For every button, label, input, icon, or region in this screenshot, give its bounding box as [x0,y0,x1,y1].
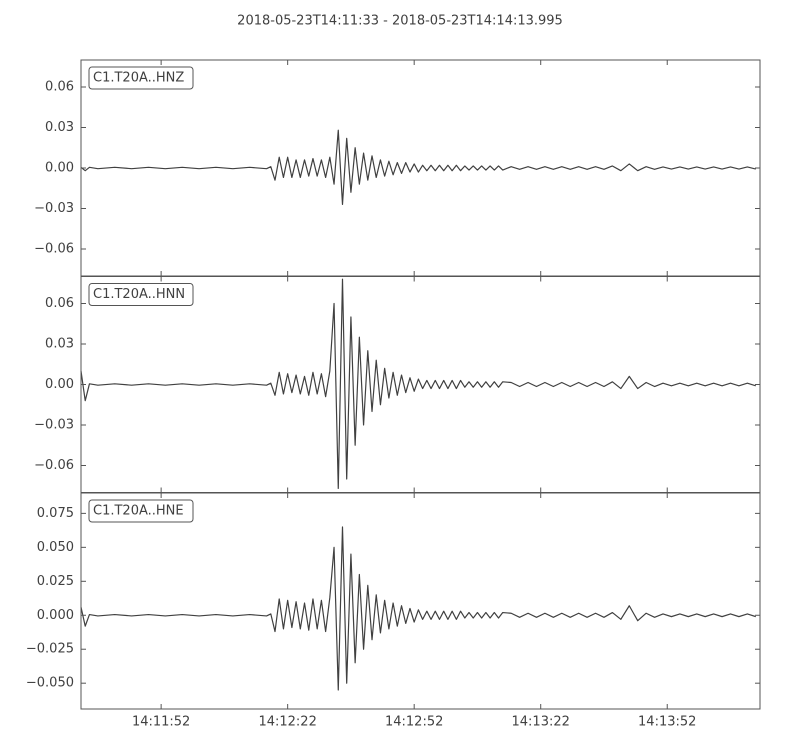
y-tick-label: −0.03 [34,201,74,216]
y-tick-label: 0.025 [37,574,74,589]
waveform [80,278,756,490]
x-tick-label: 14:11:52 [132,715,190,730]
x-tick-label: 14:12:52 [385,715,443,730]
x-tick-label: 14:13:22 [512,715,570,730]
y-tick-label: 0.03 [45,120,74,135]
x-tick-label: 14:13:52 [638,715,696,730]
y-tick-label: 0.075 [37,506,74,521]
y-tick-label: 0.050 [37,540,74,555]
y-tick-label: 0.06 [45,296,74,311]
chart-title: 2018-05-23T14:11:33 - 2018-05-23T14:14:1… [237,14,563,29]
trace-label: C1.T20A..HNZ [93,71,184,86]
x-tick-label: 14:12:22 [258,715,316,730]
y-tick-label: 0.00 [45,377,74,392]
y-tick-label: 0.000 [37,608,74,623]
y-tick-label: −0.06 [34,242,74,257]
trace-label: C1.T20A..HNN [93,287,185,302]
trace-label-box [88,499,194,523]
trace-label-box [88,66,194,90]
waveform [80,129,756,206]
y-tick-label: −0.06 [34,458,74,473]
y-tick-label: 0.03 [45,337,74,352]
axes-frame [80,492,761,710]
trace-label-box [88,283,194,306]
waveform [80,526,756,691]
y-tick-label: −0.03 [34,418,74,433]
y-tick-label: −0.050 [26,676,74,691]
y-tick-label: −0.025 [26,642,74,657]
y-tick-label: 0.00 [45,161,74,176]
y-tick-label: 0.06 [45,80,74,95]
trace-label: C1.T20A..HNE [93,504,184,519]
